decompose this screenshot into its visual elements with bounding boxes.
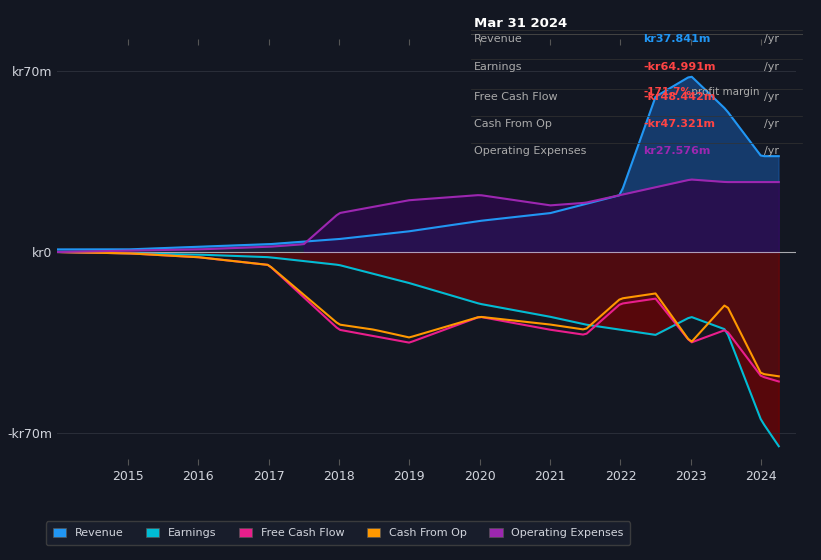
Text: /yr: /yr [764,34,779,44]
Operating Expenses [96,248,106,255]
Text: Mar 31 2024: Mar 31 2024 [475,17,567,30]
Operating Expenses [245,244,255,251]
Text: -kr48.442m: -kr48.442m [643,92,716,102]
Free Cash Flow [737,348,747,355]
Text: profit margin: profit margin [688,87,759,97]
Text: /yr: /yr [764,146,779,156]
Free Cash Flow [245,259,255,266]
Earnings [96,249,106,256]
Legend: Revenue, Earnings, Free Cash Flow, Cash From Op, Operating Expenses: Revenue, Earnings, Free Cash Flow, Cash … [46,521,631,545]
Line: Cash From Op: Cash From Op [57,252,779,376]
Free Cash Flow [81,249,91,256]
Earnings [186,251,196,258]
Operating Expenses [716,178,726,185]
Operating Expenses [53,249,62,255]
Earnings [81,249,91,256]
Line: Operating Expenses: Operating Expenses [57,180,779,252]
Cash From Op [96,249,106,256]
Free Cash Flow [186,254,196,260]
Operating Expenses [687,176,697,183]
Revenue [186,244,196,250]
Text: Revenue: Revenue [475,34,523,44]
Operating Expenses [186,246,196,253]
Free Cash Flow [713,330,722,337]
Text: -171.7%: -171.7% [643,87,691,97]
Cash From Op [245,259,255,266]
Operating Expenses [81,248,91,255]
Revenue [81,246,91,253]
Cash From Op [713,310,722,317]
Text: Cash From Op: Cash From Op [475,119,552,129]
Line: Free Cash Flow: Free Cash Flow [57,252,779,381]
Revenue [687,73,697,80]
Earnings [245,253,255,260]
Cash From Op [186,254,196,260]
Cash From Op [53,249,62,255]
Revenue [716,101,726,108]
Free Cash Flow [96,249,106,256]
Cash From Op [81,249,91,256]
Text: kr27.576m: kr27.576m [643,146,710,156]
Cash From Op [774,373,784,380]
Revenue [53,246,62,253]
Operating Expenses [774,179,784,185]
Text: Free Cash Flow: Free Cash Flow [475,92,557,102]
Text: -kr47.321m: -kr47.321m [643,119,715,129]
Earnings [774,443,784,450]
Text: -kr64.991m: -kr64.991m [643,62,716,72]
Text: /yr: /yr [764,92,779,102]
Text: Operating Expenses: Operating Expenses [475,146,586,156]
Line: Revenue: Revenue [57,77,779,249]
Cash From Op [737,333,747,340]
Text: /yr: /yr [764,62,779,72]
Revenue [96,246,106,253]
Revenue [774,153,784,160]
Free Cash Flow [774,378,784,385]
Revenue [741,133,751,139]
Earnings [53,249,62,255]
Text: Earnings: Earnings [475,62,523,72]
Earnings [737,369,747,376]
Text: /yr: /yr [764,119,779,129]
Operating Expenses [741,179,751,185]
Revenue [245,241,255,248]
Earnings [713,323,722,330]
Line: Earnings: Earnings [57,252,779,446]
Free Cash Flow [53,249,62,255]
Text: kr37.841m: kr37.841m [643,34,710,44]
